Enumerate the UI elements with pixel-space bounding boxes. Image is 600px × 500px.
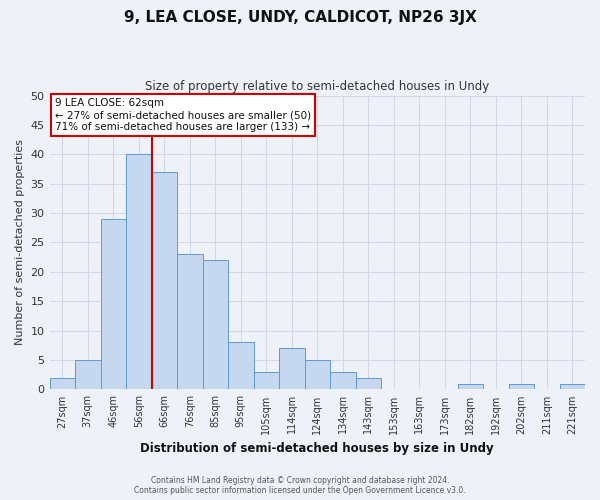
Text: 9 LEA CLOSE: 62sqm
← 27% of semi-detached houses are smaller (50)
71% of semi-de: 9 LEA CLOSE: 62sqm ← 27% of semi-detache… (55, 98, 311, 132)
Bar (50, 378, 75, 390)
Text: Contains HM Land Registry data © Crown copyright and database right 2024.
Contai: Contains HM Land Registry data © Crown c… (134, 476, 466, 495)
Bar (101, 219, 126, 390)
Bar (330, 372, 356, 390)
Bar (305, 360, 330, 390)
Bar (203, 260, 228, 390)
Bar (356, 378, 381, 390)
Title: Size of property relative to semi-detached houses in Undy: Size of property relative to semi-detach… (145, 80, 490, 93)
Bar (228, 342, 254, 390)
Bar (177, 254, 203, 390)
Bar (75, 360, 101, 390)
Bar (560, 384, 585, 390)
Bar (458, 384, 483, 390)
Bar (152, 172, 177, 390)
X-axis label: Distribution of semi-detached houses by size in Undy: Distribution of semi-detached houses by … (140, 442, 494, 455)
Bar (254, 372, 279, 390)
Bar (279, 348, 305, 390)
Bar (126, 154, 152, 390)
Text: 9, LEA CLOSE, UNDY, CALDICOT, NP26 3JX: 9, LEA CLOSE, UNDY, CALDICOT, NP26 3JX (124, 10, 476, 25)
Y-axis label: Number of semi-detached properties: Number of semi-detached properties (15, 140, 25, 346)
Bar (509, 384, 534, 390)
